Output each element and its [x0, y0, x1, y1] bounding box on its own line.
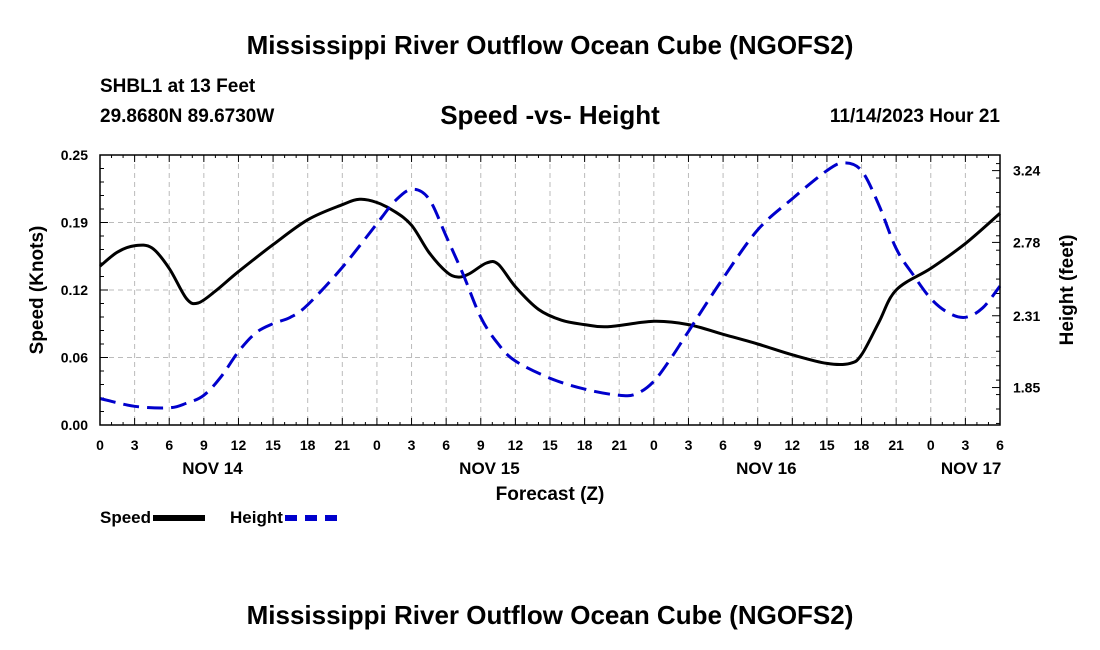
x-tick-label: 0 — [373, 437, 381, 453]
coordinates-label: 29.8680N 89.6730W — [100, 106, 275, 127]
legend-height: Height — [230, 508, 337, 528]
x-tick-label: 15 — [819, 437, 835, 453]
series-line-height — [99, 161, 1002, 410]
x-tick-label: 18 — [854, 437, 870, 453]
x-tick-label: 0 — [650, 437, 658, 453]
x-axis-label: Forecast (Z) — [496, 484, 605, 505]
x-tick-label: 9 — [477, 437, 485, 453]
x-tick-label: 6 — [442, 437, 450, 453]
x-tick-label: 18 — [577, 437, 593, 453]
x-tick-label: 6 — [719, 437, 727, 453]
legend-speed-label: Speed — [100, 508, 152, 527]
y-tick-label: 0.19 — [61, 215, 88, 231]
x-tick-label: 12 — [785, 437, 801, 453]
x-tick-label: 6 — [996, 437, 1004, 453]
x-tick-label: 0 — [96, 437, 104, 453]
series-line-speed — [99, 197, 1001, 367]
y2-tick-label: 2.31 — [1013, 308, 1040, 324]
x-tick-label: 3 — [131, 437, 139, 453]
x-tick-label: 21 — [888, 437, 904, 453]
y-axis-label: Speed (Knots) — [27, 226, 48, 355]
legend-height-label: Height — [230, 508, 283, 527]
date-label: NOV 16 — [736, 459, 796, 478]
x-tick-label: 0 — [927, 437, 935, 453]
chart-main-title: Mississippi River Outflow Ocean Cube (NG… — [246, 30, 854, 60]
x-tick-label: 6 — [165, 437, 173, 453]
station-label: SHBL1 at 13 Feet — [100, 76, 256, 97]
forecast-datetime: 11/14/2023 Hour 21 — [829, 106, 1000, 127]
x-tick-label: 15 — [542, 437, 558, 453]
x-tick-label: 15 — [265, 437, 281, 453]
grid-lines — [100, 155, 1000, 425]
y2-tick-label: 3.24 — [1013, 163, 1040, 179]
y2-tick-label: 2.78 — [1013, 234, 1040, 250]
y-tick-label: 0.25 — [61, 147, 88, 163]
legend-height-swatch — [284, 515, 337, 521]
x-tick-label: 12 — [508, 437, 524, 453]
speed-height-chart: 0 3 6 9 12 15 18 21 0 3 6 9 12 15 18 21 0 3 6 9 12 15 18 21 0 3 6N… — [27, 147, 1078, 505]
y-tick-label: 0.12 — [61, 282, 88, 298]
plot-frame — [99, 154, 1001, 426]
chart-subtitle: Speed -vs- Height — [440, 100, 660, 130]
date-label: NOV 14 — [182, 459, 243, 478]
legend-speed-swatch — [153, 515, 206, 521]
date-label: NOV 17 — [941, 459, 1001, 478]
y2-tick-label: 1.85 — [1013, 380, 1040, 396]
footer-title: Mississippi River Outflow Ocean Cube (NG… — [246, 600, 854, 630]
x-tick-label: 18 — [300, 437, 316, 453]
date-label: NOV 15 — [459, 459, 519, 478]
x-tick-label: 9 — [200, 437, 208, 453]
series-lines — [99, 161, 1002, 410]
legend-speed: Speed — [100, 508, 206, 528]
x-tick-label: 3 — [961, 437, 969, 453]
axis-labels: 0 3 6 9 12 15 18 21 0 3 6 9 12 15 18 21 0 3 6 9 12 15 18 21 0 3 6N… — [27, 147, 1078, 505]
x-tick-label: 21 — [335, 437, 351, 453]
y-tick-label: 0.00 — [61, 417, 88, 433]
y-tick-label: 0.06 — [61, 350, 88, 366]
y2-axis-label: Height (feet) — [1057, 235, 1078, 346]
x-tick-label: 9 — [754, 437, 762, 453]
x-tick-label: 21 — [611, 437, 627, 453]
x-tick-label: 12 — [231, 437, 247, 453]
x-tick-label: 3 — [408, 437, 416, 453]
x-tick-label: 3 — [685, 437, 693, 453]
